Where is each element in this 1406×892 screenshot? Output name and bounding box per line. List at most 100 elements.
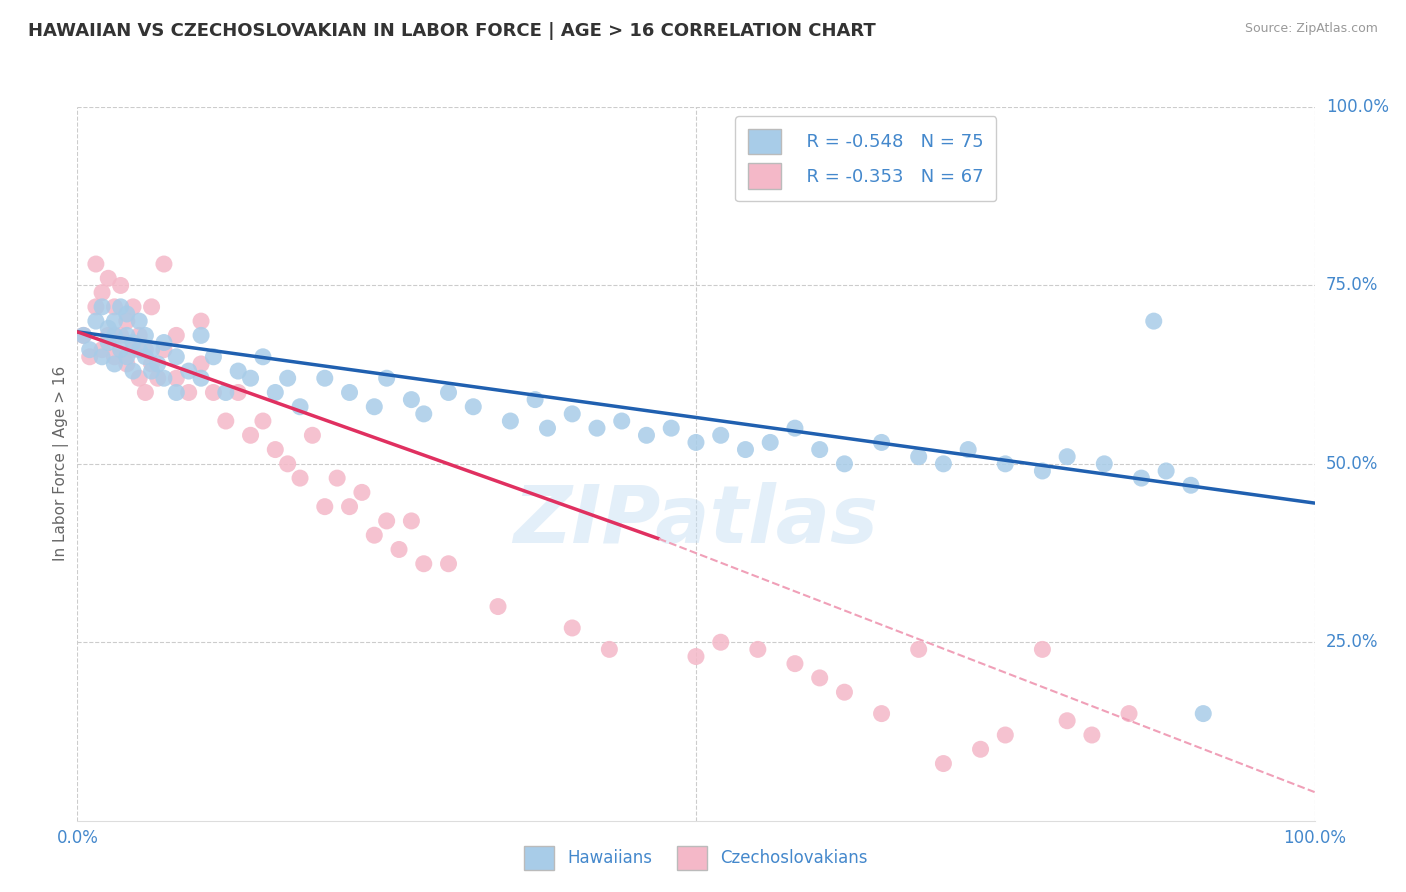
Point xyxy=(153,257,176,271)
Point xyxy=(134,350,156,364)
Point xyxy=(437,385,460,400)
Point xyxy=(326,471,349,485)
Point xyxy=(134,328,156,343)
Point xyxy=(264,385,287,400)
Point xyxy=(834,685,856,699)
Point xyxy=(141,357,163,371)
Point xyxy=(536,421,558,435)
Point xyxy=(339,500,361,514)
Point xyxy=(252,350,274,364)
Point xyxy=(141,300,163,314)
Point xyxy=(1192,706,1215,721)
Point xyxy=(115,307,138,321)
Point xyxy=(202,385,225,400)
Point xyxy=(110,328,132,343)
Point xyxy=(110,343,132,357)
Point xyxy=(350,485,373,500)
Point xyxy=(759,435,782,450)
Point xyxy=(190,357,212,371)
Point xyxy=(103,328,125,343)
Point xyxy=(932,756,955,771)
Point xyxy=(97,328,120,343)
Point xyxy=(91,285,114,300)
Point xyxy=(659,421,682,435)
Point xyxy=(146,357,169,371)
Point xyxy=(685,435,707,450)
Point xyxy=(277,457,299,471)
Text: 50.0%: 50.0% xyxy=(1326,455,1378,473)
Point xyxy=(870,706,893,721)
Point xyxy=(84,300,107,314)
Point xyxy=(165,328,187,343)
Point xyxy=(710,635,733,649)
Point xyxy=(165,385,187,400)
Point xyxy=(277,371,299,385)
Point xyxy=(388,542,411,557)
Point xyxy=(128,328,150,343)
Point xyxy=(226,364,249,378)
Point xyxy=(141,364,163,378)
Point xyxy=(134,385,156,400)
Point xyxy=(710,428,733,442)
Point xyxy=(122,364,145,378)
Point xyxy=(1092,457,1115,471)
Point xyxy=(110,278,132,293)
Point xyxy=(437,557,460,571)
Point xyxy=(610,414,633,428)
Point xyxy=(79,350,101,364)
Point xyxy=(339,385,361,400)
Point xyxy=(177,364,200,378)
Point xyxy=(91,300,114,314)
Point xyxy=(994,728,1017,742)
Point xyxy=(84,257,107,271)
Point xyxy=(103,300,125,314)
Point xyxy=(870,435,893,450)
Point xyxy=(598,642,620,657)
Point xyxy=(122,343,145,357)
Point xyxy=(932,457,955,471)
Point xyxy=(957,442,980,457)
Text: Source: ZipAtlas.com: Source: ZipAtlas.com xyxy=(1244,22,1378,36)
Point xyxy=(463,400,485,414)
Point xyxy=(747,642,769,657)
Point xyxy=(128,343,150,357)
Point xyxy=(314,371,336,385)
Point xyxy=(907,642,929,657)
Point xyxy=(226,385,249,400)
Point xyxy=(165,371,187,385)
Point xyxy=(1056,714,1078,728)
Point xyxy=(314,500,336,514)
Point xyxy=(153,335,176,350)
Point xyxy=(363,528,385,542)
Point xyxy=(146,371,169,385)
Point xyxy=(412,407,434,421)
Point xyxy=(288,400,311,414)
Point xyxy=(190,314,212,328)
Point xyxy=(1130,471,1153,485)
Point xyxy=(524,392,547,407)
Point xyxy=(486,599,509,614)
Point xyxy=(153,343,176,357)
Point xyxy=(128,371,150,385)
Point xyxy=(103,357,125,371)
Point xyxy=(301,428,323,442)
Point xyxy=(375,371,398,385)
Point xyxy=(115,314,138,328)
Point xyxy=(215,385,238,400)
Point xyxy=(252,414,274,428)
Point xyxy=(808,442,831,457)
Point xyxy=(239,428,262,442)
Point xyxy=(91,343,114,357)
Point xyxy=(103,314,125,328)
Point xyxy=(122,335,145,350)
Point xyxy=(190,371,212,385)
Point xyxy=(1056,450,1078,464)
Point xyxy=(499,414,522,428)
Point xyxy=(685,649,707,664)
Point xyxy=(97,271,120,285)
Point xyxy=(401,514,423,528)
Point xyxy=(969,742,991,756)
Point xyxy=(363,400,385,414)
Point xyxy=(110,300,132,314)
Legend: Hawaiians, Czechoslovakians: Hawaiians, Czechoslovakians xyxy=(517,839,875,877)
